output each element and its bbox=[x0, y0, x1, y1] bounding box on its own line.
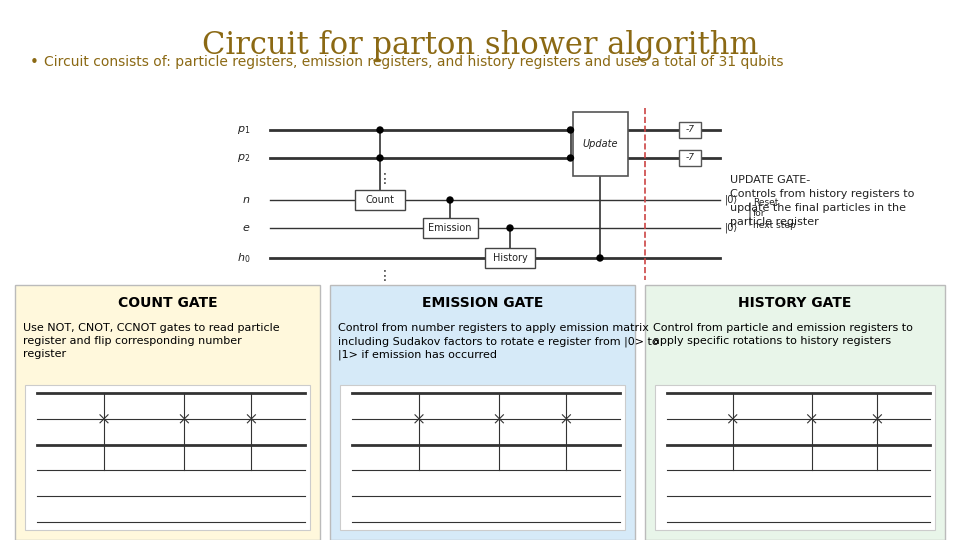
FancyBboxPatch shape bbox=[422, 218, 477, 238]
Circle shape bbox=[567, 155, 573, 161]
Text: Control from particle and emission registers to
apply specific rotations to hist: Control from particle and emission regis… bbox=[653, 323, 913, 346]
Circle shape bbox=[567, 127, 573, 133]
FancyBboxPatch shape bbox=[655, 385, 935, 530]
Text: Use NOT, CNOT, CCNOT gates to read particle
register and flip corresponding numb: Use NOT, CNOT, CCNOT gates to read parti… bbox=[23, 323, 279, 360]
Text: UPDATE GATE-
Controls from history registers to
update the final particles in th: UPDATE GATE- Controls from history regis… bbox=[730, 175, 914, 227]
Text: ⋮: ⋮ bbox=[378, 269, 392, 283]
Text: Circuit consists of: particle registers, emission registers, and history registe: Circuit consists of: particle registers,… bbox=[44, 55, 783, 69]
Text: Emission: Emission bbox=[428, 223, 471, 233]
Text: Control from number registers to apply emission matrix
including Sudakov factors: Control from number registers to apply e… bbox=[338, 323, 659, 360]
Text: Count: Count bbox=[366, 195, 395, 205]
Circle shape bbox=[377, 155, 383, 161]
Text: $n$: $n$ bbox=[242, 195, 250, 205]
FancyBboxPatch shape bbox=[340, 385, 625, 530]
FancyBboxPatch shape bbox=[330, 285, 635, 540]
Text: HISTORY GATE: HISTORY GATE bbox=[738, 296, 852, 310]
Text: |0⟩: |0⟩ bbox=[725, 222, 738, 233]
FancyBboxPatch shape bbox=[15, 285, 320, 540]
Circle shape bbox=[507, 225, 513, 231]
FancyBboxPatch shape bbox=[572, 112, 628, 176]
FancyBboxPatch shape bbox=[679, 150, 701, 166]
FancyBboxPatch shape bbox=[679, 122, 701, 138]
Circle shape bbox=[447, 197, 453, 203]
Text: Update: Update bbox=[583, 139, 617, 149]
Text: COUNT GATE: COUNT GATE bbox=[118, 296, 217, 310]
Circle shape bbox=[597, 255, 603, 261]
FancyBboxPatch shape bbox=[645, 285, 945, 540]
Text: EMISSION GATE: EMISSION GATE bbox=[421, 296, 543, 310]
Text: $e$: $e$ bbox=[242, 223, 250, 233]
FancyBboxPatch shape bbox=[485, 248, 535, 268]
Text: $p_1$: $p_1$ bbox=[237, 124, 250, 136]
Text: History: History bbox=[492, 253, 527, 263]
Text: Circuit for parton shower algorithm: Circuit for parton shower algorithm bbox=[202, 30, 758, 61]
Text: -7: -7 bbox=[685, 153, 694, 163]
Text: Reset
for
next step: Reset for next step bbox=[753, 198, 796, 230]
Text: $p_2$: $p_2$ bbox=[237, 152, 250, 164]
FancyBboxPatch shape bbox=[355, 190, 405, 210]
Text: ⋮: ⋮ bbox=[378, 172, 392, 186]
Circle shape bbox=[377, 127, 383, 133]
FancyBboxPatch shape bbox=[25, 385, 310, 530]
Text: •: • bbox=[30, 55, 38, 70]
Text: -7: -7 bbox=[685, 125, 694, 134]
Text: |0⟩: |0⟩ bbox=[725, 195, 738, 205]
Text: $h_0$: $h_0$ bbox=[236, 251, 250, 265]
